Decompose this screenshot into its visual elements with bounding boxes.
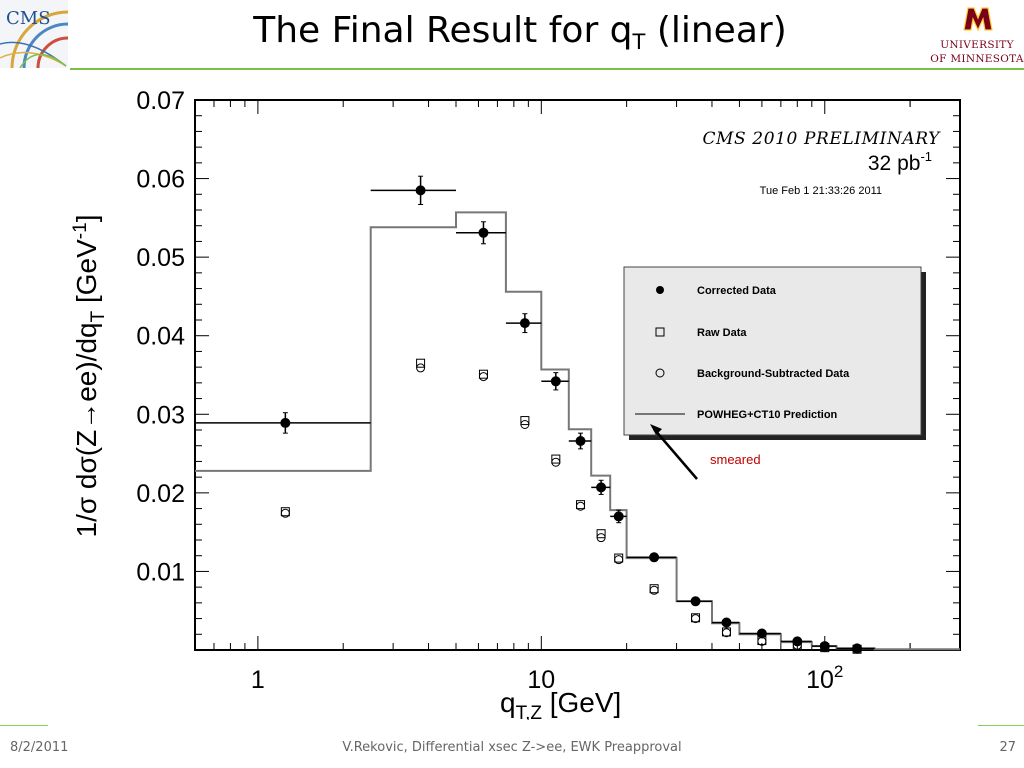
bgsub-data-point: [520, 420, 530, 429]
slide-title-main: The Final Result for q: [253, 10, 633, 51]
university-name-line2: OF MINNESOTA: [930, 53, 1024, 65]
corrected-data-point: [280, 417, 291, 428]
raw-data-point: [596, 529, 606, 539]
bgsub-data-point: [691, 614, 701, 624]
footer-left-rule: [0, 725, 48, 726]
x-tick-labels: 1 10 102: [251, 662, 843, 694]
y-tick-label: 0.07: [136, 87, 185, 115]
y-axis-label-sub: T: [88, 310, 109, 322]
y-tick-label: 0.03: [136, 401, 185, 429]
bgsub-data-point: [416, 363, 426, 373]
corrected-data-point: [575, 436, 586, 446]
bgsub-data-point: [649, 585, 659, 595]
y-axis-label: 1/σ dσ(Z→ee)/dqT [GeV-1]: [70, 215, 109, 538]
y-tick-label: 0.04: [136, 323, 185, 351]
corrected-data-point: [819, 641, 830, 652]
footer-page-number: 27: [999, 740, 1016, 755]
corrected-data-point: [613, 511, 624, 522]
cms-logo-text: CMS: [6, 8, 51, 29]
corrected-data-point: [519, 318, 530, 329]
y-tick-label: 0.01: [136, 558, 185, 586]
luminosity-value: 32 pb: [868, 152, 921, 175]
bgsub-data-point: [478, 372, 488, 382]
callout-label: smeared: [710, 452, 761, 467]
legend-label-prediction: POWHEG+CT10 Prediction: [697, 409, 838, 421]
corrected-data-point: [852, 643, 863, 654]
slide-title-tail: (linear): [645, 10, 787, 51]
legend-label-raw: Raw Data: [697, 327, 747, 339]
university-name-line1: UNIVERSITY: [940, 39, 1014, 51]
slide-title: The Final Result for qT (linear): [200, 10, 840, 54]
cms-preliminary-label: CMS 2010 PRELIMINARY: [702, 129, 941, 149]
footer-date: 8/2/2011: [10, 740, 69, 755]
raw-data-point: [478, 369, 488, 379]
legend-label-corrected: Corrected Data: [697, 285, 777, 297]
legend-label-bgsub: Background-Subtracted Data: [697, 368, 850, 380]
y-tick-label: 0.02: [136, 480, 185, 508]
corrected-data-point: [415, 185, 426, 196]
cms-logo: CMS: [0, 0, 68, 68]
corrected-data-point: [550, 376, 561, 387]
corrected-data-point: [756, 628, 767, 639]
raw-data-point: [416, 358, 426, 368]
corrected-data-point: [792, 636, 803, 647]
corrected-data-point: [721, 617, 732, 628]
footer-right-rule: [978, 725, 1024, 726]
x-axis-label-tail: [GeV]: [542, 687, 621, 718]
corrected-data-point: [478, 227, 489, 238]
corrected-data-point: [690, 596, 701, 607]
umn-m-icon: [963, 7, 993, 32]
luminosity-label: 32 pb-1: [868, 149, 932, 175]
chart-svg: 0.010.020.030.040.050.060.07 1 10 102 1/σ …: [70, 87, 961, 724]
x-tick-label-text: 10: [527, 666, 555, 694]
y-axis-label-part4: ]: [71, 215, 102, 223]
y-tick-label: 0.06: [136, 166, 185, 194]
university-logo: UNIVERSITY OF MINNESOTA: [930, 6, 1024, 68]
y-axis-label-part1: 1/σ dσ(Z: [71, 430, 102, 538]
header-rule: [70, 68, 1024, 70]
x-tick-label-text: 1: [251, 666, 265, 694]
x-axis-label-main: q: [500, 687, 516, 718]
data-points: [195, 175, 875, 654]
x-axis-label-sub: T,Z: [516, 703, 543, 720]
y-tick-label: 0.05: [136, 244, 185, 272]
luminosity-unit-sup: -1: [920, 149, 932, 164]
callout-arrow: [653, 428, 698, 480]
x-tick-label-sup: 2: [834, 662, 843, 681]
x-tick-label-text: 10: [806, 666, 834, 694]
timestamp-label: Tue Feb 1 21:33:26 2011: [760, 185, 882, 197]
corrected-data-point: [649, 552, 660, 563]
raw-data-point: [551, 454, 561, 464]
legend: Corrected Data Raw Data Background-Subtr…: [623, 266, 926, 440]
bgsub-data-point: [280, 508, 290, 518]
legend-marker-raw: [655, 327, 665, 337]
bgsub-data-point: [721, 628, 731, 638]
x-tick-label: 102: [806, 662, 843, 694]
slide-title-sub: T: [632, 30, 646, 54]
bgsub-data-point: [576, 501, 586, 511]
legend-marker-bgsub: [655, 368, 665, 378]
legend-box: [623, 266, 922, 436]
legend-marker-corrected: [656, 286, 664, 294]
y-axis-label-arrow: →: [71, 402, 102, 430]
chart-figure: 0.01 0.02 0.03 0.04 0.05 0.06 0.07 1 10 102 1/σ …: [60, 86, 970, 724]
bgsub-data-point: [596, 533, 606, 543]
callout-arrowhead: [650, 424, 662, 435]
y-tick-labels: 0.01 0.02 0.03 0.04 0.05 0.06 0.07: [136, 87, 185, 586]
x-tick-label: 1: [251, 666, 265, 694]
corrected-data-point: [596, 482, 607, 493]
bgsub-data-point: [551, 457, 561, 467]
raw-data-point: [520, 416, 530, 426]
bgsub-data-point: [614, 555, 624, 565]
y-axis-label-sup: -1: [70, 222, 91, 239]
footer-center-text: V.Rekovic, Differential xsec Z->ee, EWK …: [342, 740, 682, 755]
x-tick-label: 10: [527, 666, 555, 694]
y-axis-label-part2: ee)/dq: [71, 322, 102, 401]
y-axis-label-part3: [GeV: [71, 239, 102, 311]
x-axis-label: qT,Z [GeV]: [500, 687, 621, 720]
